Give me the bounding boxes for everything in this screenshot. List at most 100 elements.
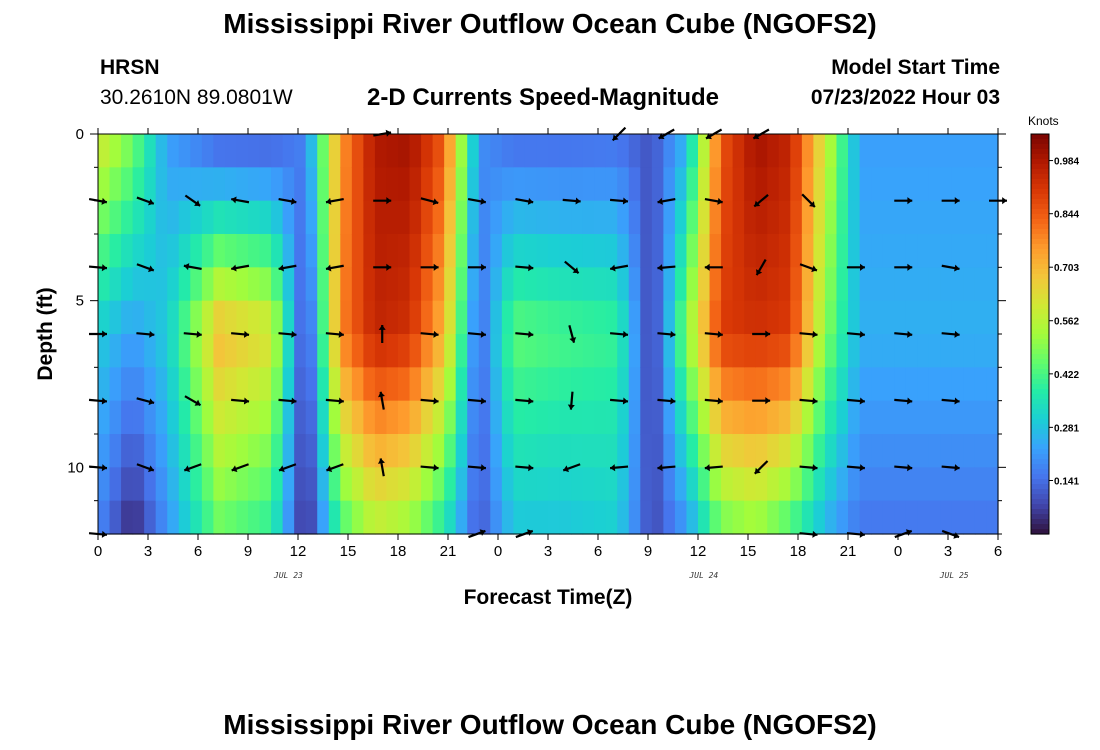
heatmap-cell	[386, 500, 399, 535]
heatmap-cell	[974, 134, 988, 168]
heatmap-cell	[132, 234, 145, 268]
heatmap-cell	[121, 134, 134, 168]
current-vectors	[88, 126, 1007, 539]
heatmap-cell	[351, 267, 364, 302]
heatmap-cell	[282, 467, 295, 502]
heatmap-cell	[594, 234, 607, 268]
heatmap-cell	[501, 467, 514, 502]
heatmap-cell	[513, 434, 526, 468]
heatmap-cell	[928, 134, 941, 168]
heatmap-cell	[132, 334, 145, 368]
heatmap-cell	[824, 200, 838, 235]
heatmap-cell	[709, 234, 722, 268]
heatmap-cell	[132, 367, 145, 402]
heatmap-cell	[663, 467, 676, 502]
heatmap-cell	[248, 300, 261, 335]
heatmap-cell	[340, 300, 353, 335]
colorbar-tick-label: 0.562	[1054, 317, 1079, 328]
colorbar-segment	[1031, 159, 1049, 165]
heatmap-cell	[917, 467, 930, 502]
heatmap-cell	[651, 167, 664, 202]
heatmap-cell	[871, 134, 884, 168]
heatmap-cell	[605, 334, 618, 368]
heatmap-cell	[271, 467, 284, 502]
heatmap-cell	[340, 234, 353, 268]
heatmap-cell	[432, 134, 445, 168]
colorbar-segment	[1031, 214, 1049, 220]
heatmap-cell	[617, 134, 630, 168]
colorbar-segment	[1031, 394, 1049, 400]
heatmap-cell	[109, 234, 122, 268]
heatmap-cell	[524, 400, 538, 435]
heatmap-cell	[478, 267, 491, 302]
heatmap-cell	[882, 134, 895, 168]
heatmap-cell	[571, 267, 584, 302]
heatmap-cell	[294, 500, 307, 535]
colorbar-segment	[1031, 464, 1049, 470]
heatmap-cell	[132, 200, 145, 235]
heatmap-cell	[767, 334, 780, 368]
heatmap-cell	[271, 400, 284, 435]
heatmap-cell	[709, 334, 722, 368]
current-vector-arrow	[657, 197, 676, 205]
heatmap-cell	[478, 500, 491, 535]
heatmap-cell	[686, 434, 699, 468]
heatmap-cell	[455, 234, 468, 268]
heatmap-cell	[317, 300, 330, 335]
heatmap-cell	[709, 434, 722, 468]
colorbar-tick-label: 0.984	[1054, 157, 1079, 168]
current-vector-arrow	[467, 330, 487, 338]
heatmap-cell	[432, 234, 445, 268]
heatmap-cell	[663, 200, 676, 235]
speed-heatmap	[98, 134, 999, 535]
heatmap-cell	[98, 367, 111, 402]
heatmap-cell	[501, 367, 514, 402]
heatmap-cell	[894, 267, 907, 302]
colorbar-segment	[1031, 414, 1049, 420]
heatmap-cell	[559, 200, 572, 235]
heatmap-cell	[882, 200, 895, 235]
heatmap-cell	[732, 467, 745, 502]
heatmap-cell	[871, 234, 884, 268]
heatmap-cell	[617, 400, 630, 435]
heatmap-cell	[524, 467, 538, 502]
heatmap-cell	[755, 400, 768, 435]
heatmap-cell	[686, 200, 699, 235]
heatmap-cell	[513, 334, 526, 368]
heatmap-cell	[940, 134, 953, 168]
heatmap-cell	[490, 367, 503, 402]
heatmap-cell	[894, 367, 907, 402]
heatmap-cell	[144, 467, 157, 502]
heatmap-cell	[144, 234, 157, 268]
heatmap-cell	[213, 400, 226, 435]
heatmap-cell	[201, 234, 214, 268]
heatmap-cell	[778, 300, 791, 335]
heatmap-cell	[248, 467, 261, 502]
heatmap-cell	[871, 267, 884, 302]
heatmap-cell	[236, 200, 249, 235]
heatmap-cell	[398, 367, 411, 402]
heatmap-cell	[559, 334, 572, 368]
heatmap-cell	[144, 500, 157, 535]
current-vector-arrow	[467, 197, 487, 205]
model-start-time: 07/23/2022 Hour 03	[810, 86, 1000, 109]
heatmap-cell	[582, 134, 595, 168]
heatmap-cell	[986, 500, 999, 535]
heatmap-cell	[548, 200, 561, 235]
colorbar-segment	[1031, 139, 1049, 145]
heatmap-cell	[121, 167, 134, 202]
heatmap-cell	[455, 500, 468, 535]
current-vector-arrow	[799, 464, 818, 472]
colorbar-tick-label: 0.141	[1054, 476, 1079, 487]
current-vector-arrow	[278, 264, 297, 272]
heatmap-cell	[398, 234, 411, 268]
heatmap-cell	[594, 200, 607, 235]
heatmap-cell	[536, 300, 549, 335]
heatmap-cell	[963, 400, 976, 435]
heatmap-cell	[374, 234, 388, 268]
heatmap-cell	[836, 500, 849, 535]
heatmap-cell	[963, 200, 976, 235]
colorbar-segment	[1031, 219, 1049, 225]
heatmap-cell	[778, 334, 791, 368]
current-vector-arrow	[420, 397, 439, 405]
